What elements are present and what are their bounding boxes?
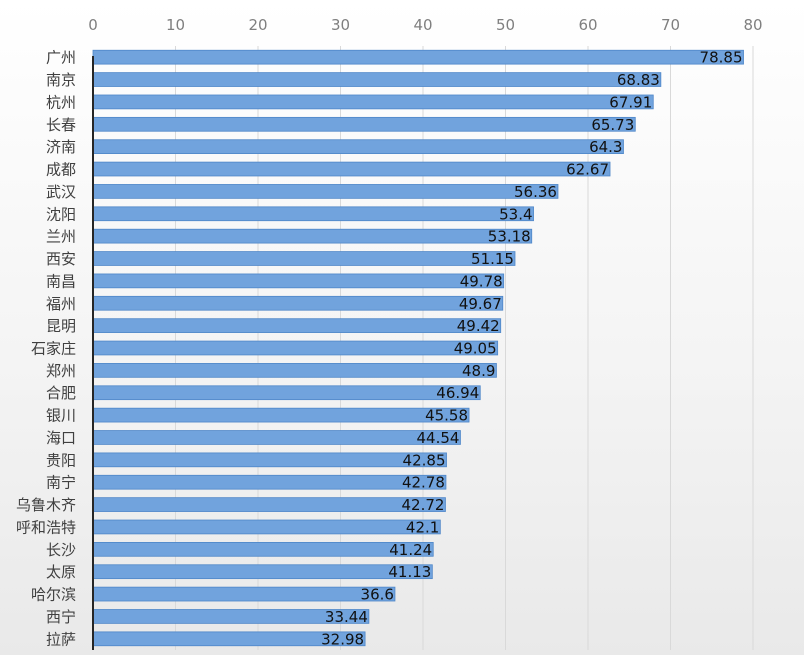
category-label: 太原: [46, 563, 76, 581]
category-label: 郑州: [46, 362, 76, 380]
category-label: 贵阳: [46, 451, 76, 469]
bar: [92, 452, 447, 468]
data-label: 46.94: [436, 384, 479, 402]
bar: [92, 295, 504, 311]
category-label: 哈尔滨: [31, 586, 76, 604]
bar: [92, 184, 559, 199]
data-label: 67.91: [609, 93, 652, 111]
x-tick-label: 50: [496, 16, 515, 34]
data-label: 78.85: [700, 49, 743, 67]
category-label: 武汉: [46, 183, 76, 201]
data-label: 49.78: [460, 272, 503, 290]
x-tick-label: 30: [331, 16, 350, 34]
category-label: 长春: [46, 116, 76, 134]
bar: [92, 228, 533, 244]
x-tick-label: 40: [413, 16, 432, 34]
data-label: 41.24: [389, 541, 432, 559]
data-label: 45.58: [425, 407, 468, 425]
category-label: 南昌: [46, 272, 76, 290]
category-label: 西宁: [46, 608, 76, 626]
bar: [92, 273, 505, 289]
category-label: 呼和浩特: [16, 518, 76, 536]
category-label: 福州: [46, 295, 76, 313]
data-label: 44.54: [417, 429, 460, 447]
category-label: 成都: [46, 161, 76, 179]
category-label: 广州: [46, 49, 76, 67]
category-label: 南京: [46, 71, 76, 89]
bar: [92, 385, 481, 401]
bar: [92, 340, 499, 356]
data-label: 32.98: [321, 630, 364, 648]
data-label: 36.6: [361, 586, 394, 604]
bar: [92, 206, 534, 222]
data-label: 49.67: [459, 295, 502, 313]
data-label: 42.1: [406, 518, 439, 536]
x-tick-label: 0: [88, 16, 98, 34]
x-axis-ticks: 0 10 20 30 40 50 60 70 80: [88, 16, 762, 34]
bar: [92, 541, 434, 557]
bar: [92, 318, 502, 333]
data-label: 56.36: [514, 183, 557, 201]
data-label: 53.4: [499, 205, 532, 223]
bar: [92, 139, 624, 155]
category-label: 石家庄: [31, 340, 76, 358]
category-label: 济南: [46, 138, 76, 156]
data-label: 68.83: [617, 71, 660, 89]
data-label: 53.18: [488, 228, 531, 246]
bars: [92, 49, 744, 647]
bar: [92, 49, 744, 65]
x-tick-label: 60: [578, 16, 597, 34]
category-label: 沈阳: [46, 205, 76, 223]
category-label: 拉萨: [46, 630, 76, 648]
data-label: 65.73: [591, 116, 634, 134]
bar: [92, 497, 446, 512]
bar: [92, 474, 447, 490]
x-tick-label: 70: [661, 16, 680, 34]
bar: [92, 430, 461, 445]
x-tick-label: 80: [743, 16, 762, 34]
category-label: 南宁: [46, 474, 76, 492]
data-label: 62.67: [566, 161, 609, 179]
data-labels: 78.85 68.83 67.91 65.73 64.3 62.67 56.36 53.4 53…: [321, 49, 742, 649]
category-label: 海口: [46, 429, 76, 447]
category-label: 合肥: [46, 384, 76, 402]
data-label: 33.44: [325, 608, 368, 626]
category-label: 银川: [46, 407, 76, 425]
data-label: 42.78: [402, 474, 445, 492]
data-label: 64.3: [589, 138, 622, 156]
data-label: 49.05: [454, 340, 497, 358]
bar: [92, 251, 516, 266]
bar: [92, 564, 433, 580]
bar: [92, 94, 654, 110]
category-label: 长沙: [46, 541, 76, 559]
category-label: 兰州: [46, 228, 76, 246]
bar: [92, 519, 441, 535]
data-label: 42.85: [403, 451, 446, 469]
category-label: 乌鲁木齐: [16, 496, 76, 514]
x-tick-label: 20: [248, 16, 267, 34]
bar: [92, 586, 396, 602]
category-label: 西安: [46, 250, 76, 268]
category-label: 杭州: [46, 93, 76, 111]
data-label: 41.13: [388, 563, 431, 581]
bar: [92, 161, 611, 177]
data-label: 49.42: [457, 317, 500, 335]
x-tick-label: 10: [166, 16, 185, 34]
data-label: 42.72: [401, 496, 444, 514]
category-labels: 广州南京杭州长春济南成都武汉沈阳兰州西安南昌福州昆明石家庄郑州合肥银川海口贵阳南…: [16, 49, 76, 649]
category-label: 昆明: [46, 317, 76, 335]
bar: [92, 72, 662, 87]
bar: [92, 363, 497, 378]
bar: [92, 116, 636, 132]
data-label: 51.15: [471, 250, 514, 268]
data-label: 48.9: [462, 362, 495, 380]
bar: [92, 407, 470, 423]
